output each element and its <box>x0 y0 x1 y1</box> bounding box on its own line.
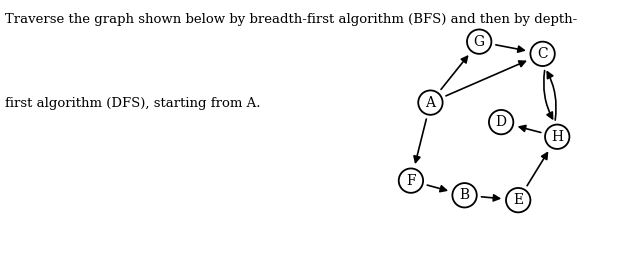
Circle shape <box>467 29 491 54</box>
FancyArrowPatch shape <box>441 56 467 89</box>
FancyArrowPatch shape <box>544 71 552 119</box>
Circle shape <box>545 124 570 149</box>
FancyArrowPatch shape <box>482 195 500 201</box>
Text: G: G <box>474 35 485 49</box>
FancyArrowPatch shape <box>547 72 556 120</box>
Text: C: C <box>538 47 548 61</box>
Text: first algorithm (DFS), starting from A.: first algorithm (DFS), starting from A. <box>5 97 260 109</box>
Circle shape <box>399 168 423 193</box>
Text: E: E <box>513 193 523 207</box>
Circle shape <box>506 188 530 212</box>
Circle shape <box>453 183 476 208</box>
FancyArrowPatch shape <box>446 61 525 96</box>
FancyArrowPatch shape <box>414 119 426 162</box>
Circle shape <box>489 110 513 134</box>
Text: A: A <box>426 96 435 110</box>
FancyArrowPatch shape <box>496 45 524 52</box>
Text: D: D <box>496 115 507 129</box>
Text: H: H <box>551 130 563 144</box>
FancyArrowPatch shape <box>520 125 541 133</box>
Text: B: B <box>460 188 469 202</box>
FancyArrowPatch shape <box>527 153 547 186</box>
FancyArrowPatch shape <box>427 185 446 192</box>
Circle shape <box>418 90 442 115</box>
Circle shape <box>530 42 555 66</box>
Text: Traverse the graph shown below by breadth-first algorithm (BFS) and then by dept: Traverse the graph shown below by breadt… <box>5 13 577 26</box>
Text: F: F <box>406 174 416 188</box>
